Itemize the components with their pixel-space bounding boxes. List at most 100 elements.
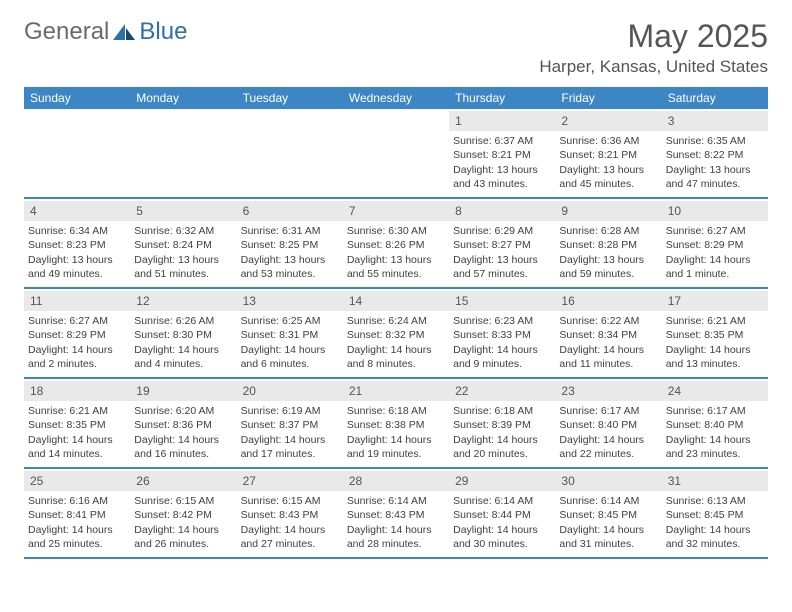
day-cell: 21Sunrise: 6:18 AMSunset: 8:38 PMDayligh… [343, 379, 449, 467]
sunset-text: Sunset: 8:30 PM [134, 328, 232, 342]
daylight-text: Daylight: 14 hours and 8 minutes. [347, 343, 445, 371]
week-row: 25Sunrise: 6:16 AMSunset: 8:41 PMDayligh… [24, 469, 768, 559]
sunrise-text: Sunrise: 6:14 AM [559, 494, 657, 508]
day-header: Friday [555, 87, 661, 109]
calendar: Sunday Monday Tuesday Wednesday Thursday… [24, 87, 768, 559]
day-number [343, 111, 449, 115]
sunrise-text: Sunrise: 6:37 AM [453, 134, 551, 148]
sunset-text: Sunset: 8:28 PM [559, 238, 657, 252]
day-number: 28 [343, 471, 449, 491]
daylight-text: Daylight: 14 hours and 19 minutes. [347, 433, 445, 461]
day-cell: 5Sunrise: 6:32 AMSunset: 8:24 PMDaylight… [130, 199, 236, 287]
sunrise-text: Sunrise: 6:22 AM [559, 314, 657, 328]
daylight-text: Daylight: 13 hours and 45 minutes. [559, 163, 657, 191]
daylight-text: Daylight: 14 hours and 28 minutes. [347, 523, 445, 551]
sunrise-text: Sunrise: 6:20 AM [134, 404, 232, 418]
sunset-text: Sunset: 8:23 PM [28, 238, 126, 252]
day-cell: 22Sunrise: 6:18 AMSunset: 8:39 PMDayligh… [449, 379, 555, 467]
sunrise-text: Sunrise: 6:15 AM [241, 494, 339, 508]
day-cell [237, 109, 343, 197]
sunrise-text: Sunrise: 6:23 AM [453, 314, 551, 328]
day-cell: 9Sunrise: 6:28 AMSunset: 8:28 PMDaylight… [555, 199, 661, 287]
title-block: May 2025 Harper, Kansas, United States [539, 18, 768, 77]
sunset-text: Sunset: 8:22 PM [666, 148, 764, 162]
daylight-text: Daylight: 14 hours and 11 minutes. [559, 343, 657, 371]
sunset-text: Sunset: 8:35 PM [28, 418, 126, 432]
day-cell [24, 109, 130, 197]
daylight-text: Daylight: 13 hours and 43 minutes. [453, 163, 551, 191]
week-row: 4Sunrise: 6:34 AMSunset: 8:23 PMDaylight… [24, 199, 768, 289]
daylight-text: Daylight: 14 hours and 20 minutes. [453, 433, 551, 461]
day-number: 5 [130, 201, 236, 221]
daylight-text: Daylight: 14 hours and 17 minutes. [241, 433, 339, 461]
day-number [237, 111, 343, 115]
daylight-text: Daylight: 14 hours and 31 minutes. [559, 523, 657, 551]
day-cell: 19 Sunrise: 6:20 AMSunset: 8:36 PMDayligh… [130, 379, 236, 467]
day-cell: 10Sunrise: 6:27 AMSunset: 8:29 PMDayligh… [662, 199, 768, 287]
sunset-text: Sunset: 8:33 PM [453, 328, 551, 342]
day-number: 7 [343, 201, 449, 221]
sunrise-text: Sunrise: 6:14 AM [453, 494, 551, 508]
day-number [130, 111, 236, 115]
sunrise-text: Sunrise: 6:31 AM [241, 224, 339, 238]
day-number: 18 [24, 381, 130, 401]
day-cell: 7Sunrise: 6:30 AMSunset: 8:26 PMDaylight… [343, 199, 449, 287]
brand-blue: Blue [139, 18, 187, 46]
sunset-text: Sunset: 8:40 PM [666, 418, 764, 432]
sunrise-text: Sunrise: 6:21 AM [666, 314, 764, 328]
day-header: Monday [130, 87, 236, 109]
sunrise-text: Sunrise: 6:24 AM [347, 314, 445, 328]
week-row: 18 Sunrise: 6:21 AMSunset: 8:35 PM Dayligh… [24, 379, 768, 469]
sunset-text: Sunset: 8:37 PM [241, 418, 339, 432]
day-number: 29 [449, 471, 555, 491]
day-cell: 18Sunrise: 6:21 AMSunset: 8:35 PMDayligh… [24, 379, 130, 467]
sunset-text: Sunset: 8:26 PM [347, 238, 445, 252]
day-number: 25 [24, 471, 130, 491]
day-number: 27 [237, 471, 343, 491]
daylight-text: Daylight: 13 hours and 51 minutes. [134, 253, 232, 281]
sail-icon [111, 22, 137, 42]
sunrise-text: Sunrise: 6:28 AM [559, 224, 657, 238]
sunset-text: Sunset: 8:29 PM [28, 328, 126, 342]
day-cell: 17Sunrise: 6:21 AMSunset: 8:35 PMDayligh… [662, 289, 768, 377]
day-cell: 11Sunrise: 6:27 AMSunset: 8:29 PMDayligh… [24, 289, 130, 377]
sunset-text: Sunset: 8:38 PM [347, 418, 445, 432]
day-number: 21 [343, 381, 449, 401]
sunset-text: Sunset: 8:27 PM [453, 238, 551, 252]
day-number: 19 [130, 381, 236, 401]
day-cell: 29Sunrise: 6:14 AMSunset: 8:44 PMDayligh… [449, 469, 555, 557]
sunset-text: Sunset: 8:43 PM [347, 508, 445, 522]
sunset-text: Sunset: 8:36 PM [134, 418, 232, 432]
sunset-text: Sunset: 8:21 PM [453, 148, 551, 162]
daylight-text: Daylight: 13 hours and 49 minutes. [28, 253, 126, 281]
day-cell [343, 109, 449, 197]
sunrise-text: Sunrise: 6:36 AM [559, 134, 657, 148]
sunrise-text: Sunrise: 6:32 AM [134, 224, 232, 238]
daylight-text: Daylight: 14 hours and 25 minutes. [28, 523, 126, 551]
day-number: 13 [237, 291, 343, 311]
day-number: 10 [662, 201, 768, 221]
sunset-text: Sunset: 8:25 PM [241, 238, 339, 252]
sunset-text: Sunset: 8:21 PM [559, 148, 657, 162]
sunrise-text: Sunrise: 6:18 AM [453, 404, 551, 418]
sunset-text: Sunset: 8:39 PM [453, 418, 551, 432]
day-header-row: Sunday Monday Tuesday Wednesday Thursday… [24, 87, 768, 109]
daylight-text: Daylight: 14 hours and 6 minutes. [241, 343, 339, 371]
day-cell: 6Sunrise: 6:31 AMSunset: 8:25 PMDaylight… [237, 199, 343, 287]
day-cell: 14Sunrise: 6:24 AMSunset: 8:32 PMDayligh… [343, 289, 449, 377]
sunrise-text: Sunrise: 6:34 AM [28, 224, 126, 238]
day-header: Saturday [662, 87, 768, 109]
brand-general: General [24, 18, 109, 46]
sunrise-text: Sunrise: 6:30 AM [347, 224, 445, 238]
daylight-text: Daylight: 13 hours and 47 minutes. [666, 163, 764, 191]
daylight-text: Daylight: 14 hours and 16 minutes. [134, 433, 232, 461]
day-cell: 25Sunrise: 6:16 AMSunset: 8:41 PMDayligh… [24, 469, 130, 557]
sunrise-text: Sunrise: 6:21 AM [28, 404, 126, 418]
sunset-text: Sunset: 8:40 PM [559, 418, 657, 432]
sunrise-text: Sunrise: 6:14 AM [347, 494, 445, 508]
day-number: 20 [237, 381, 343, 401]
day-number: 23 [555, 381, 661, 401]
daylight-text: Daylight: 14 hours and 26 minutes. [134, 523, 232, 551]
sunrise-text: Sunrise: 6:29 AM [453, 224, 551, 238]
sunrise-text: Sunrise: 6:26 AM [134, 314, 232, 328]
